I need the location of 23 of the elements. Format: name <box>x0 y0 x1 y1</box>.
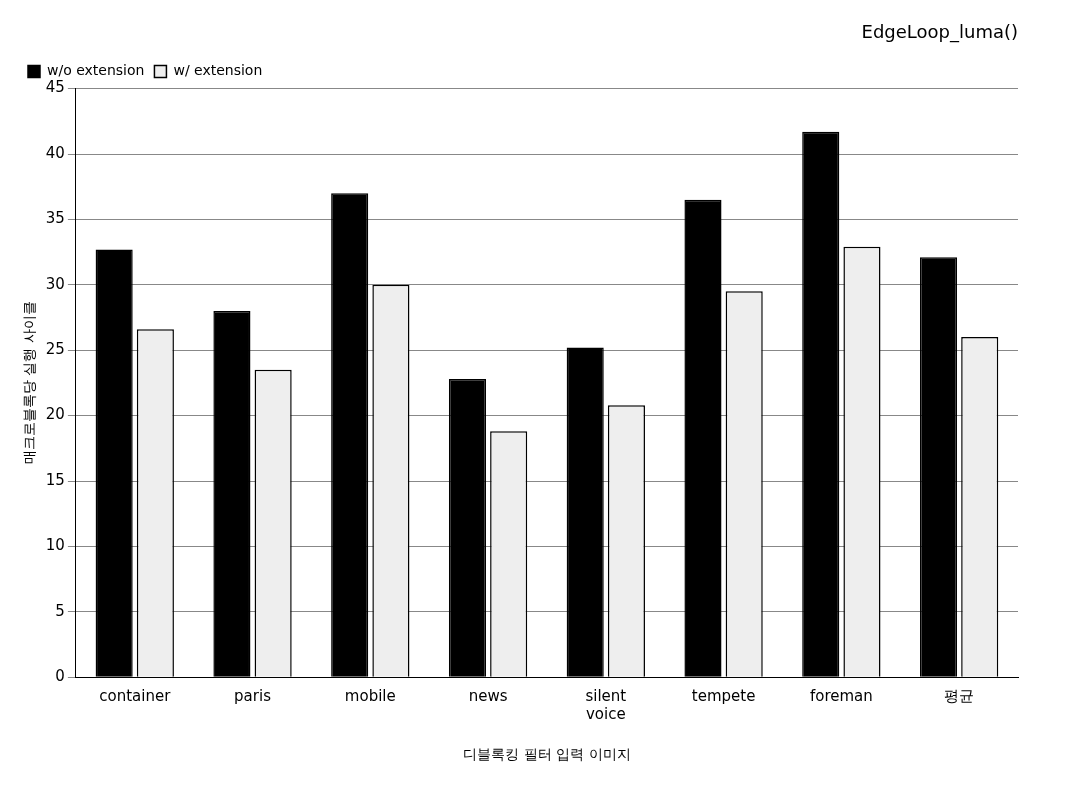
y-tick-label: 25 <box>45 340 65 359</box>
y-tick-label: 5 <box>55 601 65 620</box>
x-axis-title: 디블록킹 필터 입력 이미지 <box>463 746 631 763</box>
y-tick-label: 35 <box>45 209 65 228</box>
y-tick-label: 10 <box>45 536 65 555</box>
x-tick-label: foreman <box>809 687 873 706</box>
x-tick-label: container <box>99 687 172 706</box>
chart-title: EdgeLoop_luma() <box>861 21 1018 44</box>
y-tick-label: 40 <box>45 143 65 162</box>
legend-label: w/o extension <box>47 62 145 79</box>
x-tick-label: news <box>468 687 508 706</box>
y-axis-title: 매크로블록당 실행 사이클 <box>21 301 38 465</box>
x-tick-label: silent voice <box>585 687 627 724</box>
y-tick-label: 15 <box>45 470 65 489</box>
x-tick-label: paris <box>234 687 272 706</box>
y-tick-label: 45 <box>45 78 65 97</box>
legend-label: w/ extension <box>173 62 263 79</box>
y-tick-label: 0 <box>55 667 65 686</box>
x-tick-label: 평균 <box>944 687 975 706</box>
y-tick-label: 30 <box>45 274 65 293</box>
y-tick-label: 20 <box>45 405 65 424</box>
x-tick-label: mobile <box>344 687 396 706</box>
x-tick-label: tempete <box>691 687 756 706</box>
